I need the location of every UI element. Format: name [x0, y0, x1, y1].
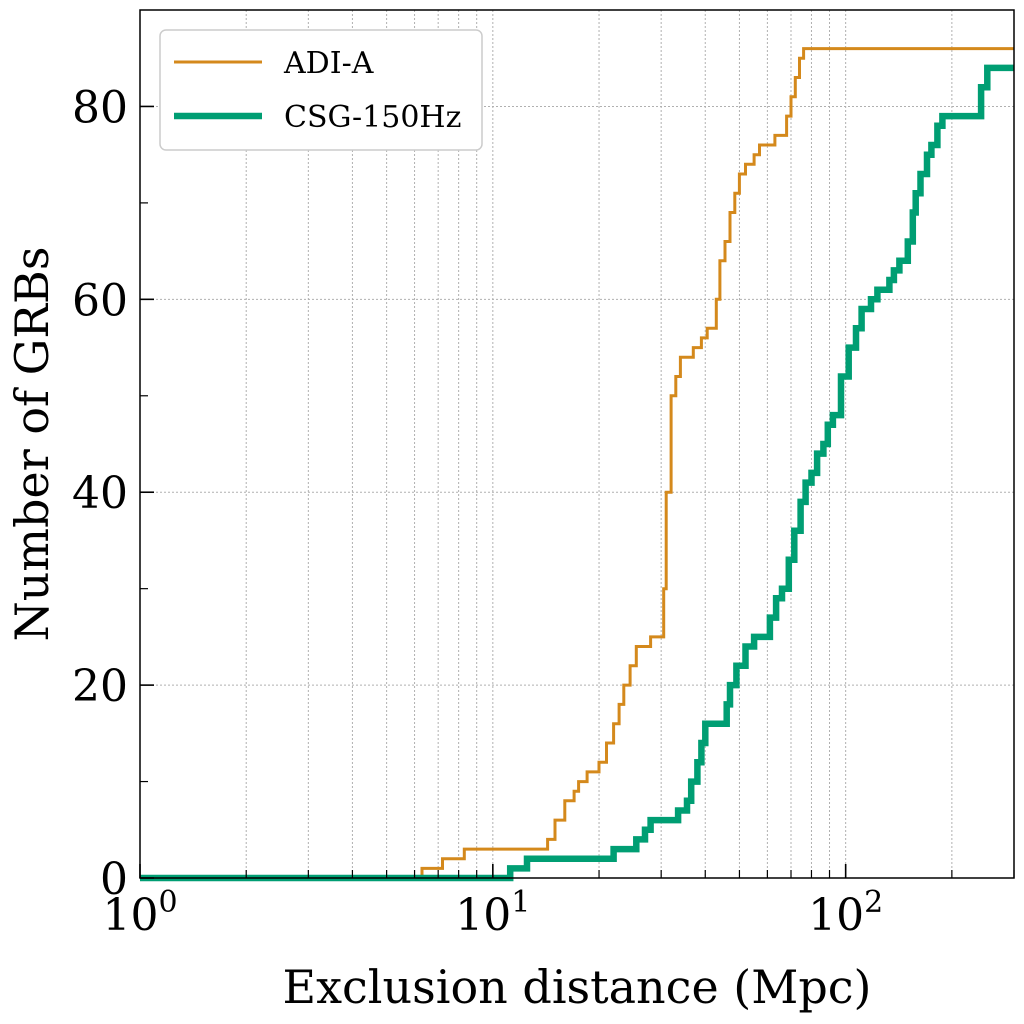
legend-label: ADI-A: [283, 46, 374, 81]
y-axis-label: Number of GRBs: [5, 247, 59, 642]
x-tick-label: 101: [455, 885, 530, 941]
series-line-csg-150hz: [140, 64, 1014, 882]
x-tick-label: 102: [808, 885, 883, 941]
y-tick-label: 80: [72, 82, 128, 133]
legend-label: CSG-150Hz: [284, 100, 461, 135]
tick-labels: 0 20 40 60 80 100 101 102: [72, 82, 883, 941]
axis-ticks: [139, 105, 1015, 879]
legend-box: [159, 29, 483, 151]
grid-lines: [140, 10, 1015, 878]
series-layer: [140, 47, 1014, 882]
series-line-adi-a: [140, 47, 1014, 880]
x-tick-label: 100: [102, 885, 177, 941]
plot-frame: [139, 9, 1015, 879]
y-tick-label: 20: [72, 661, 128, 712]
y-tick-label: 40: [72, 468, 128, 519]
y-tick-label: 60: [72, 275, 128, 326]
legend: ADI-A CSG-150Hz: [159, 29, 483, 151]
y-tick-label: 0: [100, 854, 128, 905]
x-axis-label: Exclusion distance (Mpc): [283, 960, 872, 1014]
